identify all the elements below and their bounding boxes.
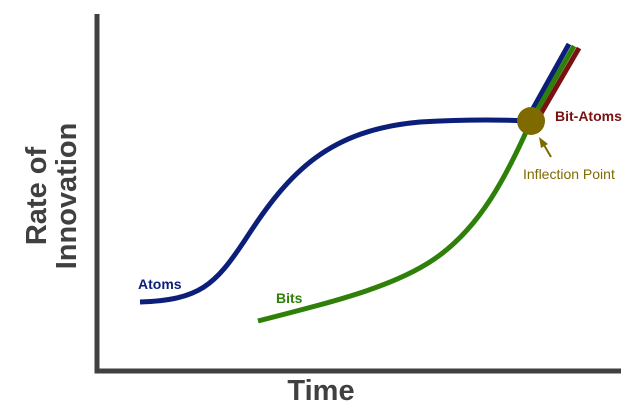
inflection-arrow-shaft bbox=[543, 144, 552, 158]
bits-label: Bits bbox=[276, 290, 303, 306]
bits-curve bbox=[257, 119, 534, 324]
bit-atoms-strand-green bbox=[528, 44, 577, 123]
atoms-curve bbox=[139, 117, 532, 305]
y-axis-title-line2: Innovation bbox=[51, 123, 83, 270]
bit-atoms-label: Bit-Atoms bbox=[555, 108, 622, 124]
y-axis-title-line1: Rate of bbox=[21, 147, 53, 246]
inflection-arrow-head bbox=[539, 137, 548, 148]
x-axis-title: Time bbox=[287, 375, 354, 407]
inflection-point-marker bbox=[517, 107, 545, 135]
inflection-point-label: Inflection Point bbox=[523, 166, 615, 182]
bit-atoms-strand-red bbox=[533, 46, 582, 124]
axes-lines bbox=[94, 14, 621, 374]
atoms-label: Atoms bbox=[138, 276, 182, 292]
